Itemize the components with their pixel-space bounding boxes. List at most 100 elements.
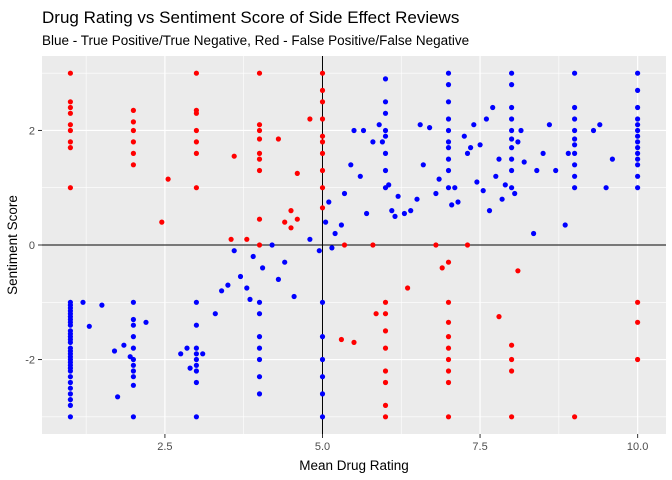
data-point [319, 139, 326, 145]
data-point [256, 156, 263, 162]
data-point [351, 127, 357, 134]
data-point [635, 145, 641, 151]
data-point [193, 362, 199, 368]
data-point [635, 356, 641, 363]
data-point [130, 299, 136, 305]
data-point [445, 368, 452, 374]
x-tick-label: 7.5 [472, 441, 487, 453]
data-point [509, 82, 515, 88]
data-point [256, 374, 263, 380]
data-point [184, 345, 190, 351]
data-point [509, 342, 515, 348]
data-point [474, 179, 480, 185]
data-point [332, 230, 338, 237]
data-point [635, 104, 641, 111]
data-point [193, 127, 199, 134]
data-point [389, 208, 395, 214]
data-point [445, 185, 452, 191]
data-point [256, 127, 263, 134]
data-point [231, 153, 237, 159]
data-point [445, 99, 452, 105]
data-point [382, 368, 389, 374]
data-point [417, 122, 423, 128]
data-point [572, 173, 578, 179]
data-point [282, 219, 288, 225]
data-point [130, 150, 136, 156]
data-point [572, 104, 578, 111]
data-point [200, 351, 206, 357]
data-point [338, 222, 344, 228]
data-point [572, 136, 578, 142]
data-point [445, 139, 452, 145]
data-point [159, 219, 165, 225]
data-point [382, 99, 389, 105]
data-point [364, 210, 370, 217]
data-point [445, 82, 452, 88]
data-point [509, 156, 515, 162]
data-point [509, 368, 515, 374]
data-point [382, 379, 389, 386]
data-point [392, 213, 398, 219]
data-point [67, 104, 73, 111]
data-point [461, 133, 467, 139]
data-point [193, 150, 199, 156]
data-point [445, 70, 452, 76]
data-point [247, 296, 253, 302]
data-point [219, 288, 225, 294]
data-point [193, 368, 199, 374]
data-point [67, 185, 73, 191]
data-point [635, 299, 641, 305]
data-point [521, 159, 527, 165]
data-point [572, 150, 578, 156]
data-point [130, 414, 136, 420]
data-point [319, 99, 326, 105]
data-point [464, 150, 471, 156]
data-point [376, 122, 382, 128]
data-point [67, 110, 73, 116]
data-point [319, 70, 326, 76]
y-tick-label: 0 [29, 240, 35, 252]
data-point [509, 414, 515, 420]
data-point [382, 110, 389, 116]
data-point [515, 268, 521, 274]
data-point [408, 208, 414, 214]
data-point [468, 145, 474, 151]
data-point [256, 122, 263, 128]
data-points [67, 70, 641, 420]
data-point [67, 402, 73, 408]
data-point [244, 236, 250, 242]
data-point [635, 87, 641, 93]
data-point [341, 190, 348, 197]
data-point [471, 122, 477, 128]
data-point [635, 70, 641, 76]
x-axis-ticks: 2.5 5.0 7.5 10.0 [157, 434, 648, 453]
y-axis-ticks: -2 0 2 [25, 125, 42, 367]
data-point [414, 196, 420, 202]
data-point [130, 162, 136, 168]
data-point [307, 116, 313, 122]
data-point [165, 176, 171, 182]
data-point [231, 248, 237, 254]
data-point [480, 188, 486, 194]
data-point [256, 70, 263, 76]
data-point [130, 119, 136, 125]
data-point [433, 190, 439, 197]
data-point [382, 76, 389, 82]
data-point [464, 242, 471, 248]
data-point [256, 311, 263, 317]
data-point [67, 379, 73, 386]
data-point [326, 199, 332, 205]
data-point [130, 382, 136, 388]
data-point [319, 334, 326, 340]
data-point [572, 127, 578, 134]
data-point [67, 368, 73, 374]
data-point [515, 139, 521, 145]
data-point [445, 345, 452, 351]
data-point [130, 334, 136, 340]
data-point [509, 116, 515, 122]
data-point [67, 70, 73, 76]
data-point [509, 185, 515, 191]
data-point [288, 208, 294, 214]
data-point [244, 285, 250, 291]
